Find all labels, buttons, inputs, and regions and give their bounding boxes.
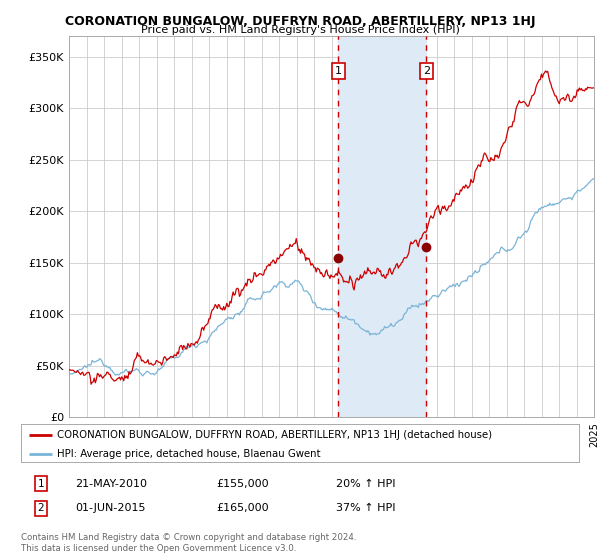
Text: HPI: Average price, detached house, Blaenau Gwent: HPI: Average price, detached house, Blae… [57,449,321,459]
Text: CORONATION BUNGALOW, DUFFRYN ROAD, ABERTILLERY, NP13 1HJ (detached house): CORONATION BUNGALOW, DUFFRYN ROAD, ABERT… [57,430,493,440]
Text: 1: 1 [335,66,341,76]
Text: 2: 2 [37,503,44,514]
Text: 37% ↑ HPI: 37% ↑ HPI [336,503,395,514]
Text: 20% ↑ HPI: 20% ↑ HPI [336,479,395,489]
Bar [338,36,427,417]
Text: Price paid vs. HM Land Registry's House Price Index (HPI): Price paid vs. HM Land Registry's House … [140,25,460,35]
Text: £155,000: £155,000 [216,479,269,489]
Text: CORONATION BUNGALOW, DUFFRYN ROAD, ABERTILLERY, NP13 1HJ: CORONATION BUNGALOW, DUFFRYN ROAD, ABERT… [65,15,535,27]
Text: Contains HM Land Registry data © Crown copyright and database right 2024.
This d: Contains HM Land Registry data © Crown c… [21,533,356,553]
Text: 2: 2 [423,66,430,76]
Text: 1: 1 [37,479,44,489]
Text: £165,000: £165,000 [216,503,269,514]
Text: 01-JUN-2015: 01-JUN-2015 [75,503,146,514]
Text: 21-MAY-2010: 21-MAY-2010 [75,479,147,489]
